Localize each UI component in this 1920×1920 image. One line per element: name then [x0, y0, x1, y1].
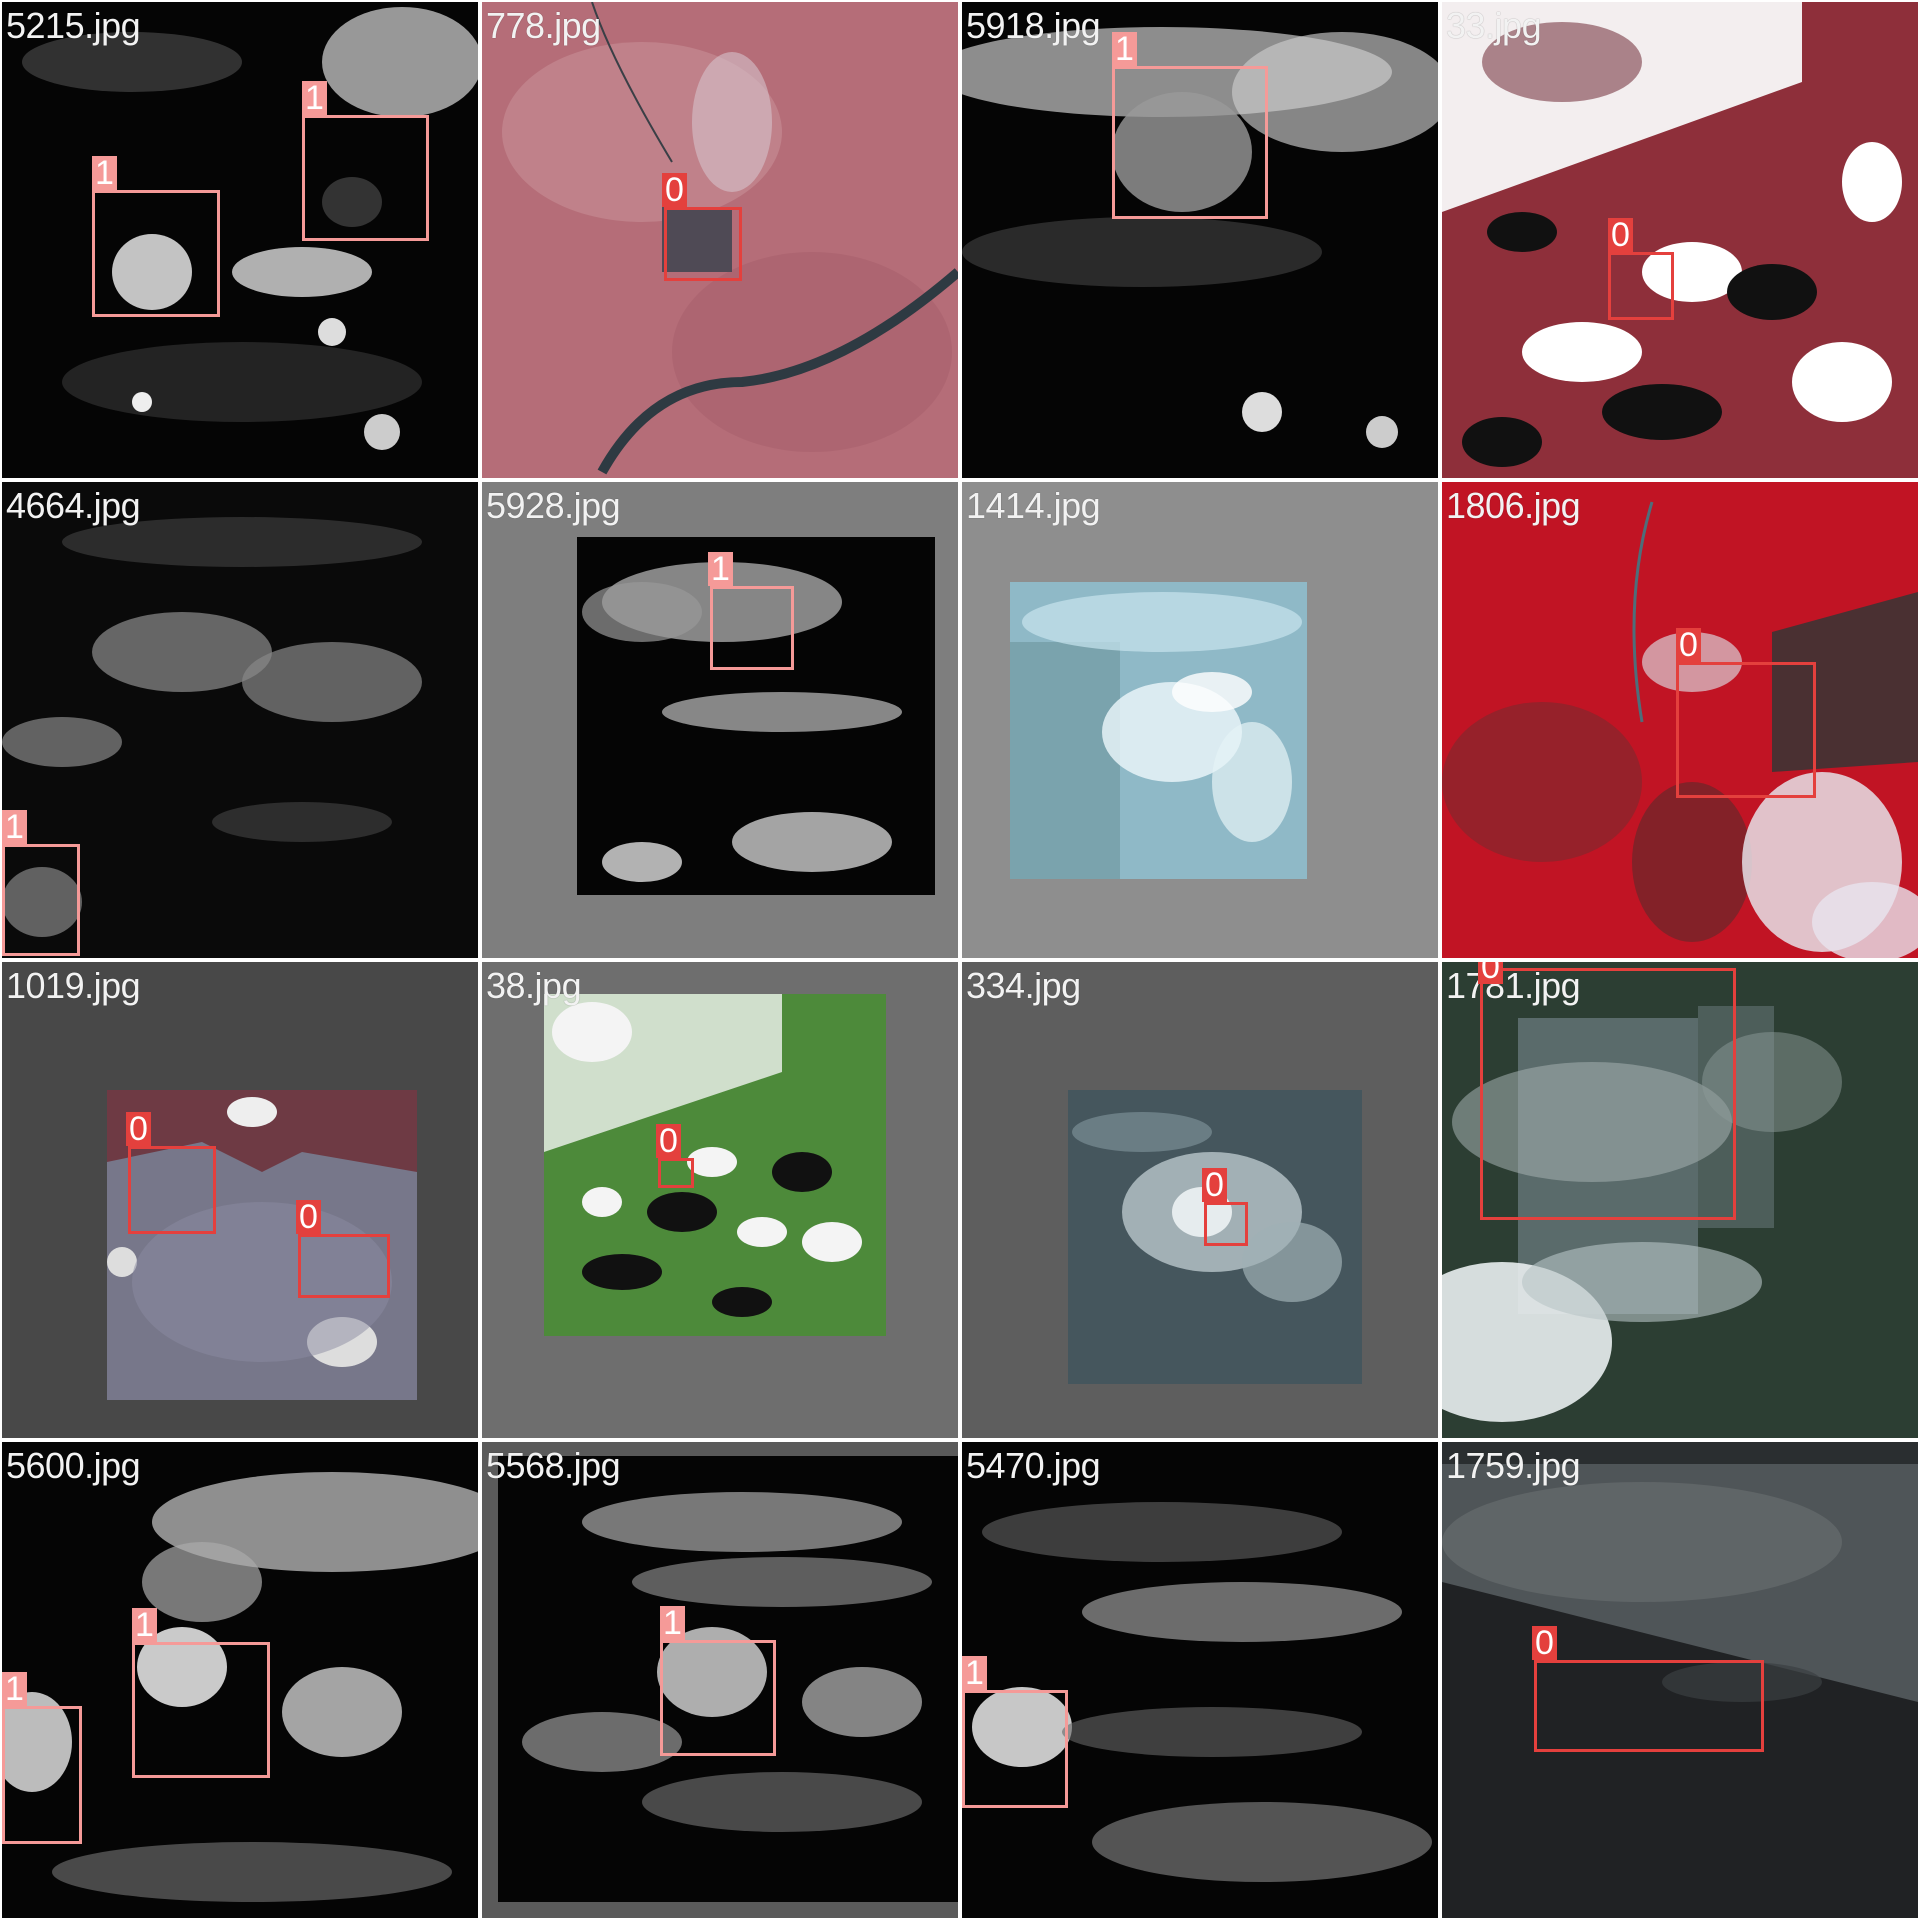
- filename-label: 5918.jpg: [966, 5, 1101, 46]
- satellite-image: [962, 482, 1438, 958]
- bounding-box: [1204, 1202, 1248, 1246]
- satellite-image: [962, 2, 1438, 478]
- class-label-tag: 1: [2, 810, 27, 844]
- class-label-tag: 1: [708, 552, 733, 586]
- class-label-tag: 0: [1608, 218, 1633, 252]
- satellite-image: [1442, 1442, 1918, 1918]
- filename-label: 33.jpg: [1446, 5, 1542, 46]
- filename-label: 5928.jpg: [486, 485, 621, 526]
- filename-label: 334.jpg: [966, 965, 1081, 1006]
- tile-1781: 1781.jpg 0: [1442, 962, 1918, 1438]
- class-label-tag: 1: [92, 156, 117, 190]
- bounding-box: [302, 115, 429, 241]
- bounding-box: [132, 1642, 270, 1778]
- bounding-box: [664, 207, 742, 281]
- class-label-tag: 0: [662, 173, 687, 207]
- class-label-tag: 1: [2, 1672, 27, 1706]
- class-label-tag: 0: [1478, 962, 1503, 984]
- tile-5918: 5918.jpg 1: [962, 2, 1438, 478]
- filename-label: 1414.jpg: [966, 485, 1101, 526]
- satellite-image: [482, 1442, 958, 1918]
- class-label-tag: 0: [656, 1124, 681, 1158]
- class-label-tag: 1: [660, 1606, 685, 1640]
- filename-label: 1019.jpg: [6, 965, 141, 1006]
- bounding-box: [660, 1640, 776, 1756]
- tile-38: 38.jpg 0: [482, 962, 958, 1438]
- class-label-tag: 0: [1676, 628, 1701, 662]
- tile-4664: 4664.jpg 1: [2, 482, 478, 958]
- bounding-box: [1534, 1660, 1764, 1752]
- bounding-box: [2, 1706, 82, 1844]
- satellite-image: [962, 962, 1438, 1438]
- satellite-image: [2, 1442, 478, 1918]
- bounding-box: [128, 1146, 216, 1234]
- satellite-image: [1442, 2, 1918, 478]
- tile-1759: 1759.jpg 0: [1442, 1442, 1918, 1918]
- class-label-tag: 0: [296, 1200, 321, 1234]
- tile-1414: 1414.jpg: [962, 482, 1438, 958]
- bounding-box: [1676, 662, 1816, 798]
- tile-5470: 5470.jpg 1: [962, 1442, 1438, 1918]
- bounding-box: [658, 1158, 694, 1188]
- tile-778: 778.jpg 0: [482, 2, 958, 478]
- satellite-image: [482, 962, 958, 1438]
- tile-33: 33.jpg 0: [1442, 2, 1918, 478]
- class-label-tag: 0: [126, 1112, 151, 1146]
- bounding-box: [2, 844, 80, 956]
- filename-label: 5470.jpg: [966, 1445, 1101, 1486]
- bounding-box: [1112, 66, 1268, 219]
- filename-label: 5568.jpg: [486, 1445, 621, 1486]
- filename-label: 5600.jpg: [6, 1445, 141, 1486]
- class-label-tag: 0: [1202, 1168, 1227, 1202]
- filename-label: 5215.jpg: [6, 5, 141, 46]
- bounding-box: [962, 1690, 1068, 1808]
- class-label-tag: 0: [1532, 1626, 1557, 1660]
- satellite-image: [482, 482, 958, 958]
- class-label-tag: 1: [132, 1608, 157, 1642]
- satellite-image: [962, 1442, 1438, 1918]
- bounding-box: [92, 190, 220, 317]
- tile-5600: 5600.jpg 1 1: [2, 1442, 478, 1918]
- bounding-box: [1480, 968, 1736, 1220]
- bounding-box: [1608, 252, 1674, 320]
- filename-label: 4664.jpg: [6, 485, 141, 526]
- class-label-tag: 1: [302, 81, 327, 115]
- tile-5215: 5215.jpg 1 1: [2, 2, 478, 478]
- class-label-tag: 1: [962, 1656, 987, 1690]
- satellite-image: [2, 482, 478, 958]
- tile-334: 334.jpg 0: [962, 962, 1438, 1438]
- tile-1806: 1806.jpg 0: [1442, 482, 1918, 958]
- filename-label: 1781.jpg: [1446, 965, 1581, 1006]
- filename-label: 38.jpg: [486, 965, 582, 1006]
- satellite-image: [1442, 962, 1918, 1438]
- filename-label: 1759.jpg: [1446, 1445, 1581, 1486]
- satellite-image: [2, 962, 478, 1438]
- bounding-box: [298, 1234, 390, 1298]
- tile-5928: 5928.jpg 1: [482, 482, 958, 958]
- satellite-image: [482, 2, 958, 478]
- filename-label: 1806.jpg: [1446, 485, 1581, 526]
- tile-1019: 1019.jpg 0 0: [2, 962, 478, 1438]
- class-label-tag: 1: [1112, 32, 1137, 66]
- bounding-box: [710, 586, 794, 670]
- filename-label: 778.jpg: [486, 5, 601, 46]
- tile-5568: 5568.jpg 1: [482, 1442, 958, 1918]
